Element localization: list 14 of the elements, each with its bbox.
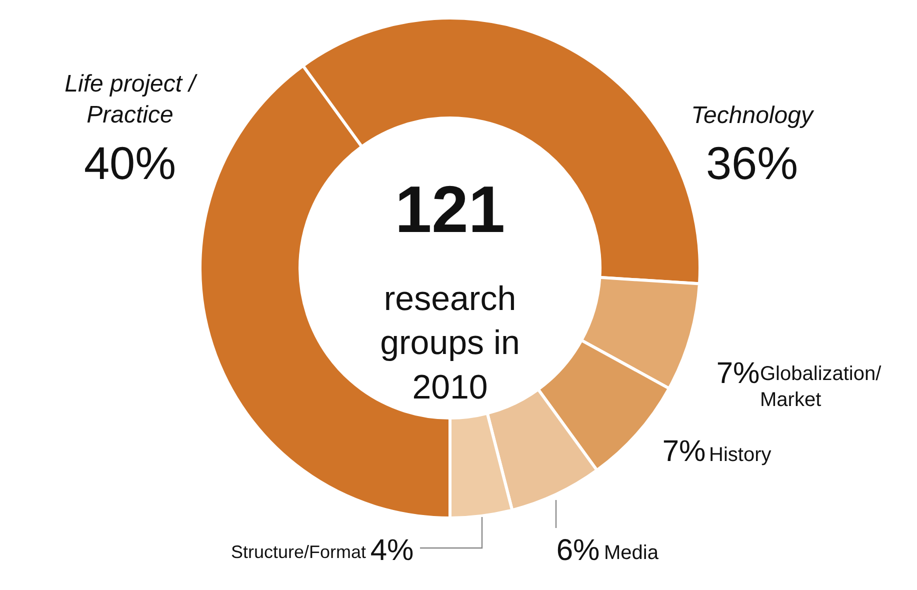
slice-label: Media — [604, 542, 660, 564]
data-label: 4% — [370, 534, 414, 567]
slice-label: History — [709, 444, 772, 466]
slice-label: Structure/Format — [230, 542, 366, 562]
text: research groups in 2010 — [380, 280, 520, 406]
slice-label: Globalization/ Market — [760, 363, 882, 411]
data-label: 7% — [662, 435, 706, 468]
text: 121 — [394, 172, 506, 246]
data-label: 7% — [716, 357, 760, 390]
data-label: 6% — [556, 534, 600, 567]
data-label: 40% — [84, 137, 176, 189]
data-label: 36% — [706, 137, 798, 189]
slice-label: Life project / Practice — [64, 70, 198, 129]
slice-label: Technology — [691, 102, 815, 129]
